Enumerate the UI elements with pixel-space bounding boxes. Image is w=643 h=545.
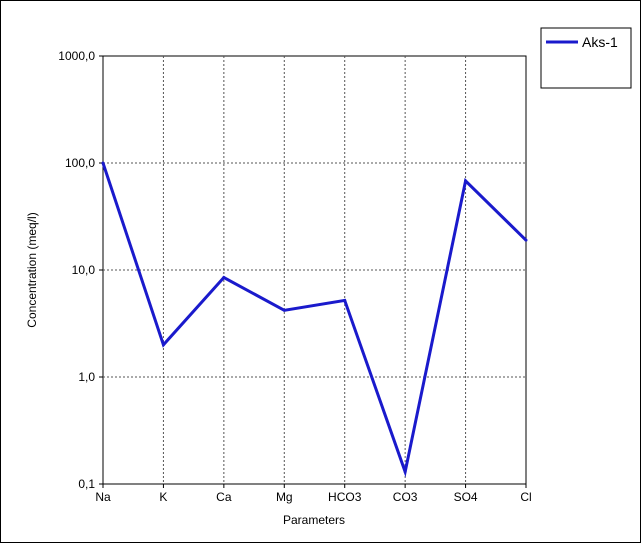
x-tick-label: SO4 <box>454 490 478 504</box>
series-line <box>101 162 528 478</box>
x-axis-ticks: Na K Ca Mg HCO3 CO3 SO4 Cl <box>95 484 532 504</box>
y-tick-label: 0,1 <box>78 477 95 491</box>
x-tick-label: Cl <box>520 490 531 504</box>
y-tick-label: 10,0 <box>72 263 96 277</box>
x-tick-label: K <box>159 490 167 504</box>
grid <box>103 56 526 484</box>
x-tick-label: Na <box>95 490 111 504</box>
x-tick-label: Mg <box>276 490 293 504</box>
data-point <box>101 161 105 165</box>
legend: Aks-1 <box>540 27 632 89</box>
y-axis-title: Concentration (meq/l) <box>25 212 39 327</box>
y-tick-label: 1000,0 <box>58 49 95 63</box>
y-tick-label: 100,0 <box>65 156 95 170</box>
x-tick-label: CO3 <box>393 490 418 504</box>
x-axis-title: Parameters <box>283 513 345 527</box>
data-point <box>464 179 468 183</box>
data-point <box>222 276 226 280</box>
series-layer <box>101 161 528 478</box>
legend-box <box>540 27 632 89</box>
x-tick-label: Ca <box>216 490 232 504</box>
data-point <box>343 298 347 302</box>
data-point <box>403 470 407 474</box>
x-tick-label: HCO3 <box>328 490 362 504</box>
y-axis-ticks: 0,1 1,0 10,0 100,0 1000,0 <box>58 49 103 491</box>
plot-area <box>102 55 527 485</box>
data-point <box>282 308 286 312</box>
data-point <box>524 238 528 242</box>
legend-label: Aks-1 <box>582 34 618 50</box>
data-point <box>161 343 165 347</box>
y-tick-label: 1,0 <box>78 370 95 384</box>
